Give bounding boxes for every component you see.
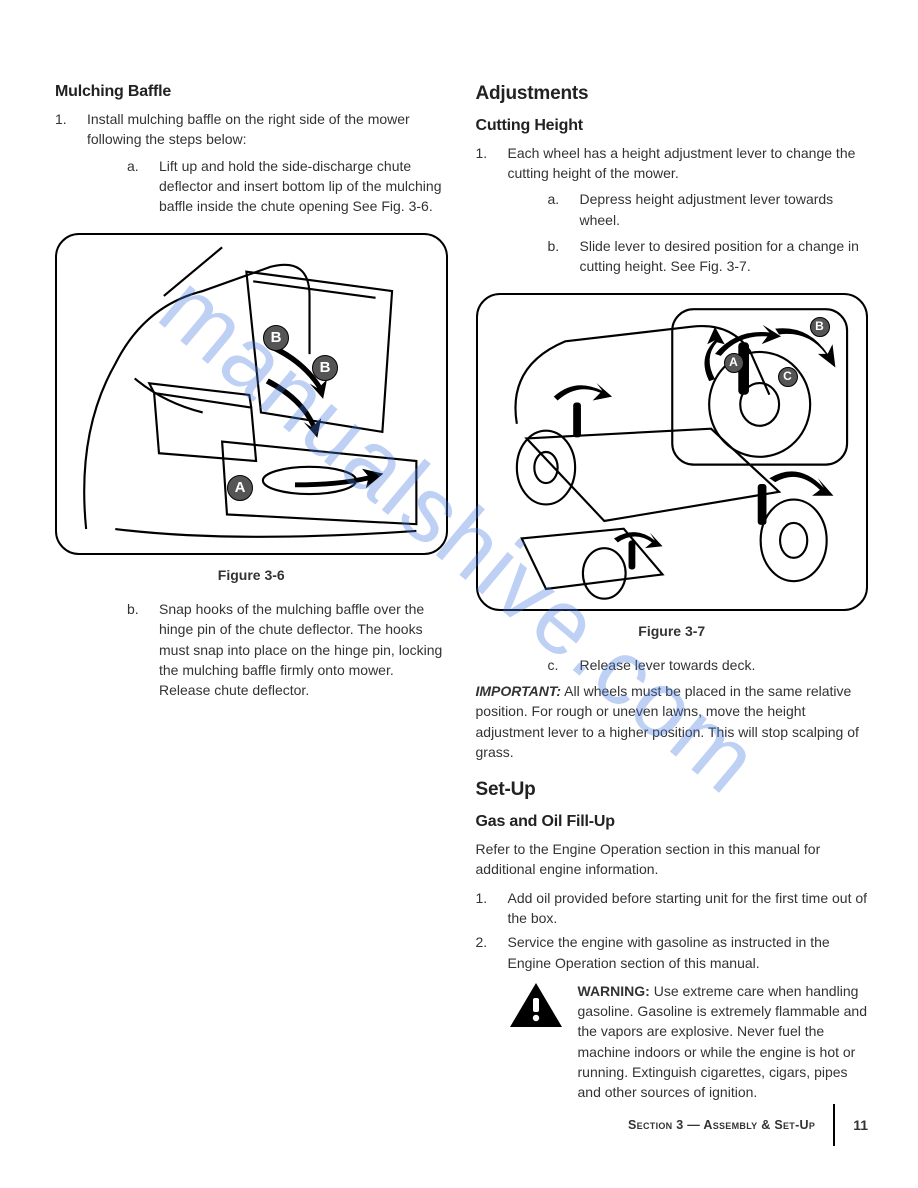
warning-body: Use extreme care when handling gasoline.… xyxy=(578,983,867,1100)
figure-3-7-svg xyxy=(478,295,867,609)
page-footer: Section 3 — Assembly & Set-Up 11 xyxy=(628,1104,868,1146)
cutting-height-substeps-after: c. Release lever towards deck. xyxy=(476,655,869,675)
heading-mulching-baffle: Mulching Baffle xyxy=(55,80,448,103)
substep-marker: b. xyxy=(127,599,159,700)
mulching-step-1a: a. Lift up and hold the side-discharge c… xyxy=(127,156,448,217)
left-column: Mulching Baffle 1. Install mulching baff… xyxy=(55,80,448,1103)
gas-oil-step-2: 2. Service the engine with gasoline as i… xyxy=(476,932,869,973)
figure-3-6-svg xyxy=(57,235,446,553)
figure-3-7: A B C xyxy=(476,293,869,611)
mulching-substeps-after: b. Snap hooks of the mulching baffle ove… xyxy=(55,599,448,700)
cutting-height-step-1a: a. Depress height adjustment lever towar… xyxy=(548,189,869,230)
step-text: Install mulching baffle on the right sid… xyxy=(87,109,448,150)
step-content: Each wheel has a height adjustment lever… xyxy=(508,143,869,283)
substep-marker: c. xyxy=(548,655,580,675)
important-label: IMPORTANT: xyxy=(476,683,562,699)
warning-block: WARNING: Use extreme care when handling … xyxy=(476,981,869,1103)
heading-adjustments: Adjustments xyxy=(476,80,869,108)
step-marker: 1. xyxy=(476,888,508,929)
figure-3-6-label-b2: B xyxy=(312,355,338,381)
cutting-height-step-1b: b. Slide lever to desired position for a… xyxy=(548,236,869,277)
right-column: Adjustments Cutting Height 1. Each wheel… xyxy=(476,80,869,1103)
step-marker: 1. xyxy=(55,109,87,222)
substep-marker: a. xyxy=(548,189,580,230)
gas-oil-step-1: 1. Add oil provided before starting unit… xyxy=(476,888,869,929)
step-text: Each wheel has a height adjustment lever… xyxy=(508,143,869,184)
gas-oil-intro: Refer to the Engine Operation section in… xyxy=(476,839,869,880)
figure-3-6-label-a: A xyxy=(227,475,253,501)
step-text: Add oil provided before starting unit fo… xyxy=(508,888,869,929)
step-content: Install mulching baffle on the right sid… xyxy=(87,109,448,222)
figure-3-7-label-a: A xyxy=(724,353,744,373)
gas-oil-steps: 1. Add oil provided before starting unit… xyxy=(476,888,869,973)
step-text: Service the engine with gasoline as inst… xyxy=(508,932,869,973)
warning-label: WARNING: xyxy=(578,983,650,999)
figure-3-7-caption: Figure 3-7 xyxy=(476,621,869,641)
footer-section: Section 3 — Assembly & Set-Up xyxy=(628,1116,815,1134)
figure-3-6-caption: Figure 3-6 xyxy=(55,565,448,585)
step-marker: 2. xyxy=(476,932,508,973)
warning-text-block: WARNING: Use extreme care when handling … xyxy=(578,981,869,1103)
mulching-substeps: a. Lift up and hold the side-discharge c… xyxy=(87,156,448,217)
mulching-steps: 1. Install mulching baffle on the right … xyxy=(55,109,448,222)
cutting-height-step-1c: c. Release lever towards deck. xyxy=(548,655,869,675)
figure-3-7-label-b: B xyxy=(810,317,830,337)
heading-cutting-height: Cutting Height xyxy=(476,114,869,137)
step-marker: 1. xyxy=(476,143,508,283)
substep-text: Lift up and hold the side-discharge chut… xyxy=(159,156,448,217)
substep-text: Release lever towards deck. xyxy=(580,655,869,675)
warning-icon xyxy=(508,981,564,1031)
heading-gas-oil: Gas and Oil Fill-Up xyxy=(476,810,869,833)
page-columns: Mulching Baffle 1. Install mulching baff… xyxy=(55,80,868,1103)
footer-page-number: 11 xyxy=(853,1115,868,1135)
substep-text: Snap hooks of the mulching baffle over t… xyxy=(159,599,448,700)
figure-3-6-label-b1: B xyxy=(263,325,289,351)
cutting-height-steps: 1. Each wheel has a height adjustment le… xyxy=(476,143,869,283)
important-note: IMPORTANT: All wheels must be placed in … xyxy=(476,681,869,762)
substep-text: Depress height adjustment lever towards … xyxy=(580,189,869,230)
mulching-step-1: 1. Install mulching baffle on the right … xyxy=(55,109,448,222)
figure-3-7-label-c: C xyxy=(778,367,798,387)
cutting-height-step-1: 1. Each wheel has a height adjustment le… xyxy=(476,143,869,283)
substep-marker: a. xyxy=(127,156,159,217)
substep-text: Slide lever to desired position for a ch… xyxy=(580,236,869,277)
substep-marker: b. xyxy=(548,236,580,277)
heading-setup: Set-Up xyxy=(476,776,869,804)
footer-divider xyxy=(833,1104,835,1146)
figure-3-6: A B B xyxy=(55,233,448,555)
cutting-height-substeps: a. Depress height adjustment lever towar… xyxy=(508,189,869,276)
mulching-step-1b: b. Snap hooks of the mulching baffle ove… xyxy=(127,599,448,700)
